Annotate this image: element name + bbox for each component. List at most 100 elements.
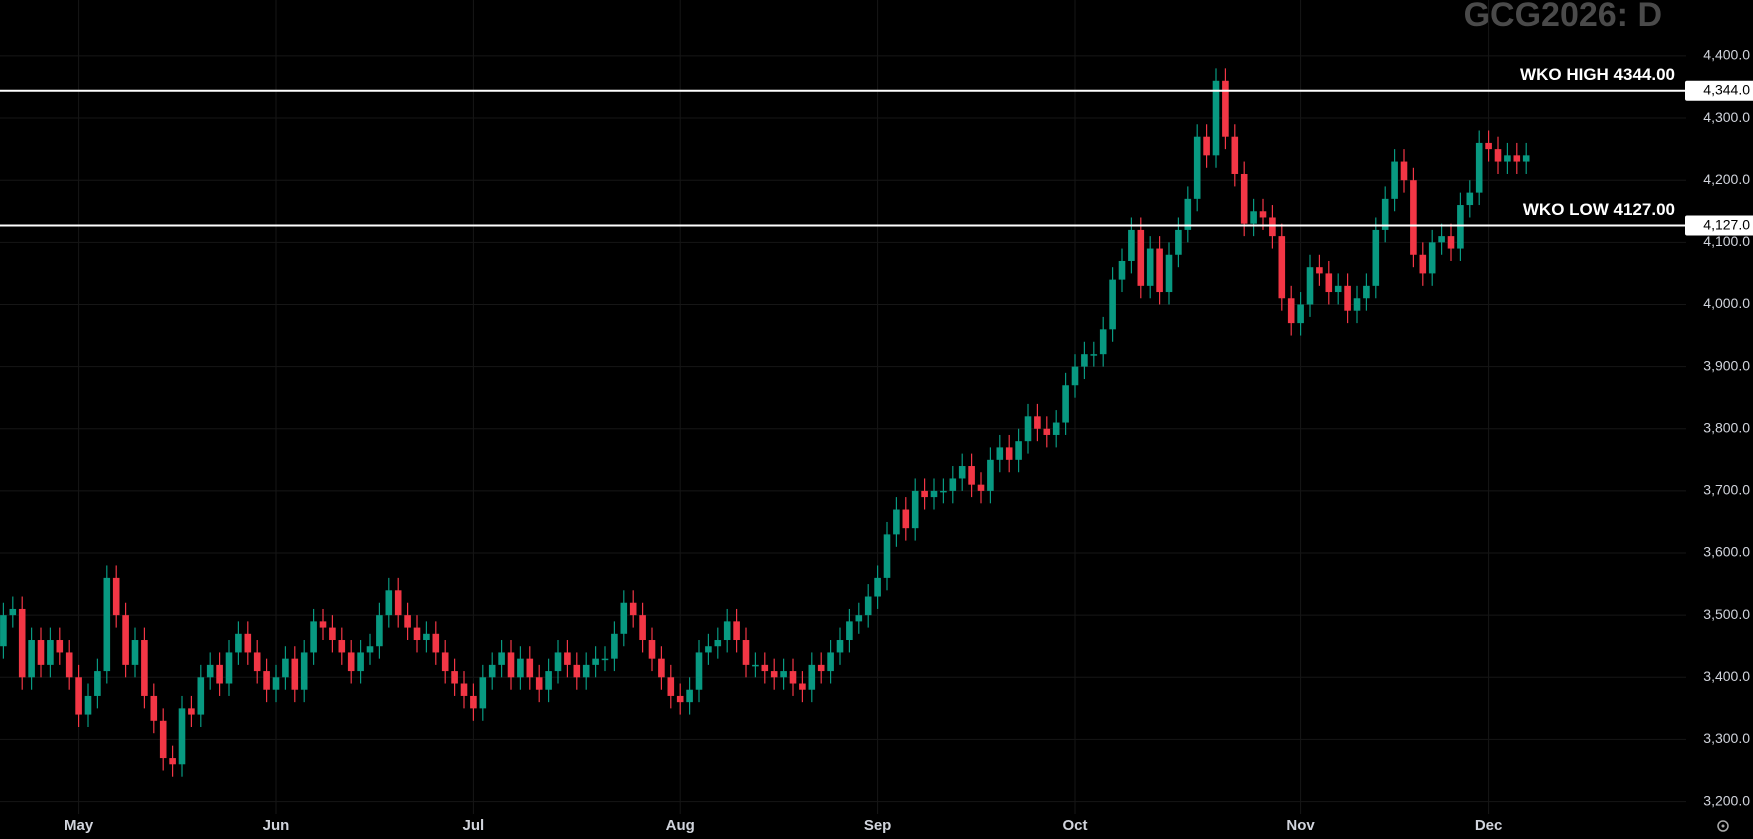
candle-body (1128, 229, 1135, 261)
candle-body (1043, 428, 1051, 435)
candle-body (1381, 198, 1389, 230)
y-tick-label: 3,300.0 (1703, 730, 1750, 746)
candle-body (376, 615, 383, 647)
candle-body (940, 490, 947, 493)
candle-body (1212, 80, 1220, 156)
candle-body (28, 640, 35, 678)
candle-body (1146, 248, 1154, 286)
candle-body (958, 466, 966, 479)
candle-body (1522, 155, 1530, 162)
candle-body (385, 590, 393, 616)
candle-body (1475, 142, 1483, 193)
candle-body (1316, 267, 1323, 274)
x-tick-label: Dec (1475, 817, 1503, 834)
candle-body (178, 708, 186, 765)
settings-icon[interactable] (1717, 820, 1729, 832)
candle-body (573, 664, 581, 678)
candle-body (676, 695, 684, 703)
candle-body (263, 671, 270, 690)
candle-body (488, 664, 496, 678)
candle-body (1485, 142, 1492, 150)
candle-body (141, 640, 148, 696)
candle-body (1278, 236, 1286, 299)
settings-icon-dot[interactable] (1721, 824, 1725, 828)
candle-body (977, 484, 985, 491)
candle-body (366, 646, 374, 653)
candle-body (695, 652, 703, 690)
candle-body (987, 459, 994, 491)
candle-body (272, 677, 280, 690)
candle-body (770, 671, 778, 678)
candle-body (282, 658, 289, 678)
candle-body (188, 708, 195, 715)
candle-body (846, 621, 853, 641)
candle-body (1334, 285, 1342, 293)
y-tick-label: 3,600.0 (1703, 544, 1750, 560)
candle-body (1504, 155, 1511, 162)
candle-body (1419, 254, 1427, 274)
y-tick-label: 3,800.0 (1703, 419, 1750, 435)
candle-body (1193, 136, 1201, 199)
candle-body (1071, 366, 1079, 386)
x-tick-label: Oct (1062, 817, 1087, 834)
candle-body (723, 621, 731, 641)
x-tick-label: Jun (263, 817, 290, 834)
candle-body (1297, 304, 1304, 324)
candle-body (968, 466, 975, 485)
chart-title: GCG2026: D (1464, 0, 1662, 34)
candle-body (75, 677, 82, 715)
candle-body (404, 615, 411, 628)
candle-body (131, 640, 139, 665)
level-tag: 4,344.0 (1703, 81, 1750, 97)
y-tick-label: 3,200.0 (1703, 792, 1750, 808)
candle-body (761, 664, 769, 672)
candle-body (780, 671, 787, 678)
candle-body (1410, 180, 1417, 255)
candle-body (1005, 447, 1013, 460)
candle-body (1353, 298, 1361, 311)
candle-body (18, 608, 26, 678)
candle-body (817, 664, 825, 672)
candle-body (1109, 279, 1116, 330)
candle-body (291, 658, 299, 690)
level-label: WKO LOW 4127.00 (1523, 200, 1675, 219)
candle-body (1269, 217, 1276, 237)
candle-body (1438, 236, 1445, 243)
candle-body (535, 677, 543, 690)
candle-body (1391, 161, 1398, 199)
candle-body (1363, 285, 1370, 299)
x-tick-label: Jul (463, 817, 485, 834)
candle-body (902, 509, 910, 529)
settings-icon-ring[interactable] (1717, 820, 1729, 832)
candle-body (1118, 260, 1126, 280)
candle-body (1306, 267, 1314, 305)
candle-body (441, 652, 449, 672)
candle-body (394, 590, 402, 616)
candle-body (1015, 441, 1022, 460)
candle-body (799, 683, 806, 690)
candle-body (235, 633, 242, 653)
y-tick-label: 3,500.0 (1703, 606, 1750, 622)
candle-body (460, 683, 468, 696)
y-tick-label: 4,100.0 (1703, 233, 1750, 249)
candle-body (1052, 422, 1060, 435)
marks (0, 68, 1530, 777)
candle-body (582, 664, 590, 678)
candle-body (592, 658, 599, 665)
y-tick-label: 3,400.0 (1703, 668, 1750, 684)
candle-body (1024, 416, 1032, 442)
candle-body (639, 615, 646, 641)
candle-body (601, 658, 609, 661)
candle-body (1513, 155, 1521, 162)
candle-body (742, 640, 750, 665)
candle-body (112, 577, 120, 616)
level-label: WKO HIGH 4344.00 (1520, 65, 1675, 84)
candle-body (347, 652, 355, 672)
candle-body (216, 664, 223, 684)
y-tick-label: 4,200.0 (1703, 171, 1750, 187)
candle-body (864, 596, 872, 616)
y-tick-label: 4,300.0 (1703, 109, 1750, 125)
candle-body (357, 652, 364, 672)
x-tick-label: Nov (1286, 817, 1315, 834)
